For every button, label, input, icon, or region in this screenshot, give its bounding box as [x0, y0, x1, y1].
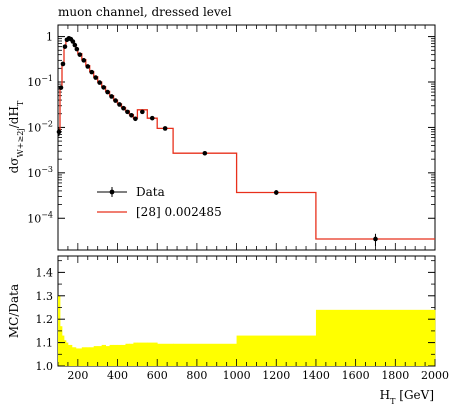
data-point [93, 75, 98, 80]
ratio-band-bin [97, 346, 103, 366]
data-point [89, 69, 95, 75]
data-point [113, 98, 118, 103]
ratio-y-label: MC/Data [7, 284, 21, 338]
chart-title: muon channel, dressed level [58, 5, 232, 19]
main-y-ticks: 1 10−1 10−2 10−3 10−4 [27, 31, 435, 225]
ratio-band-bin [125, 343, 130, 366]
ratio-band-bin [121, 344, 126, 366]
ratio-band-bin [71, 347, 75, 366]
ratio-band-bin [59, 326, 63, 366]
y-tick-label: 10−3 [27, 165, 53, 180]
ratio-band-bin [63, 340, 67, 366]
x-tick-label: 400 [107, 369, 128, 382]
data-point [72, 42, 78, 48]
ratio-band-bin [61, 335, 65, 366]
main-series [56, 35, 435, 246]
ratio-band-bin [69, 344, 73, 366]
data-point [74, 46, 80, 52]
ratio-band-bin [109, 344, 114, 366]
main-y-label: dσW+≥2j/dHT [7, 100, 25, 173]
ratio-band-bin [315, 309, 436, 366]
ratio-band-bin [81, 347, 87, 366]
mc-step-line [58, 36, 435, 240]
ratio-y-tick-label: 1.0 [36, 360, 54, 373]
ratio-band-bin [137, 342, 148, 366]
x-tick-label: 600 [147, 369, 168, 382]
ratio-band-bin [173, 343, 237, 366]
ratio-band-bin [113, 344, 118, 366]
data-point [56, 129, 62, 135]
x-tick-label: 1000 [223, 369, 251, 382]
ratio-band-bin [129, 343, 134, 366]
data-point [273, 190, 279, 195]
ratio-band-bin [147, 342, 158, 366]
data-point [117, 102, 122, 107]
legend-data-label: Data [136, 185, 165, 199]
data-point [101, 85, 106, 90]
legend: Data [28] 0.002485 [97, 185, 222, 219]
x-tick-label: 200 [67, 369, 88, 382]
x-tick-label: 1800 [381, 369, 409, 382]
ratio-panel: 1.0 1.1 1.2 1.3 1.4 200 400 600 800 1000 1200 1400… [7, 255, 449, 404]
x-tick-label: 1400 [302, 369, 330, 382]
x-tick-label: 1200 [262, 369, 290, 382]
x-tick-label: 800 [186, 369, 207, 382]
main-panel: 1 10−1 10−2 10−3 10−4 dσW+≥2j/dHT Data [28] 0… [7, 24, 436, 251]
data-point [162, 126, 168, 131]
ratio-y-tick-label: 1.2 [36, 313, 54, 326]
data-point [85, 64, 91, 69]
x-tick-label: 2000 [421, 369, 449, 382]
ratio-band-bin [105, 346, 110, 366]
data-point [121, 105, 126, 111]
data-point [97, 80, 102, 85]
data-point [77, 52, 83, 57]
ratio-band-bin [67, 344, 71, 366]
ratio-y-ticks: 1.0 1.1 1.2 1.3 1.4 [36, 260, 435, 373]
data-point [140, 109, 145, 115]
ratio-x-ticks: 200 400 600 800 1000 1200 1400 1600 1800 2000 [57, 256, 449, 382]
ratio-band-bin [93, 346, 99, 366]
data-point [373, 236, 378, 242]
ratio-band-bin [85, 347, 91, 366]
data-point [81, 58, 87, 63]
legend-data-marker [109, 189, 115, 195]
ratio-y-tick-label: 1.4 [36, 266, 54, 279]
ratio-band-bin [101, 344, 107, 366]
ratio-band [58, 295, 436, 366]
data-point [149, 115, 155, 121]
ratio-band-bin [89, 347, 95, 366]
ratio-band-bin [117, 344, 122, 366]
y-tick-label: 10−2 [27, 119, 53, 134]
legend-mc-label: [28] 0.002485 [136, 205, 222, 219]
data-point [125, 109, 130, 115]
ratio-band-bin [75, 348, 79, 366]
ratio-band-bin [65, 342, 69, 366]
ratio-y-tick-label: 1.3 [36, 290, 54, 303]
ratio-band-bin [73, 347, 77, 366]
ratio-band-bin [133, 342, 138, 366]
data-point [202, 150, 208, 156]
data-point [129, 112, 134, 118]
data-point [109, 94, 114, 99]
y-tick-label: 10−4 [27, 210, 53, 225]
main-x-ticks [57, 25, 436, 250]
ratio-band-bin [157, 343, 174, 366]
data-point [62, 44, 68, 49]
data-point [133, 116, 138, 122]
ratio-y-tick-label: 1.1 [36, 337, 54, 350]
y-tick-label: 1 [46, 31, 53, 44]
main-frame [57, 24, 436, 251]
ratio-band-bin [77, 348, 83, 366]
x-axis-label: HT [GeV] [380, 388, 434, 404]
data-point [60, 61, 66, 67]
data-point [70, 39, 76, 44]
x-tick-label: 1600 [342, 369, 370, 382]
y-tick-label: 10−1 [27, 74, 53, 89]
data-point [58, 85, 64, 90]
data-point [105, 89, 110, 95]
